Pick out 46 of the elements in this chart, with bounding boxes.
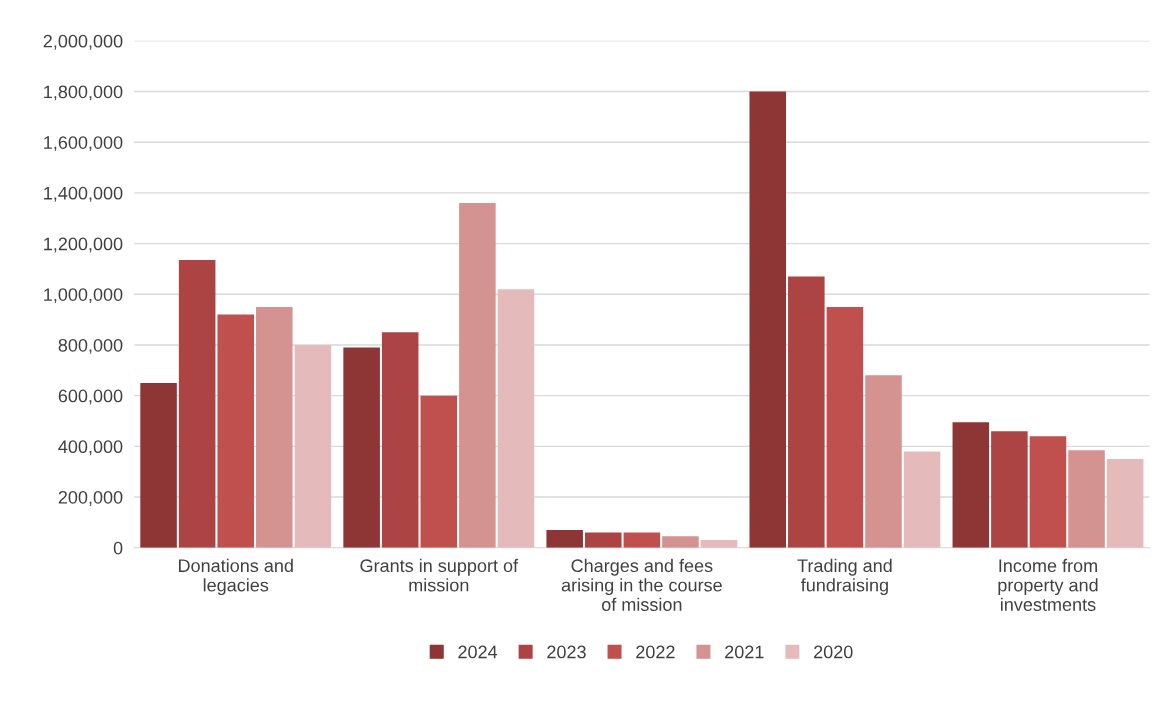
bar bbox=[662, 536, 699, 548]
legend-label: 2020 bbox=[814, 645, 853, 659]
bar bbox=[497, 289, 535, 548]
x-tick-label: Donations and legacies bbox=[179, 558, 293, 596]
y-tick-label: 1,600,000 bbox=[44, 136, 123, 152]
x-tick-label: Income from property and investments bbox=[998, 558, 1098, 611]
y-tick-label: 200,000 bbox=[58, 490, 123, 506]
bar bbox=[788, 276, 825, 548]
bar bbox=[546, 529, 583, 548]
y-tick-label: 2,000,000 bbox=[43, 34, 123, 50]
bar bbox=[1068, 450, 1105, 548]
y-tick-label: 1,200,000 bbox=[44, 237, 123, 253]
bar bbox=[584, 532, 622, 548]
bar bbox=[343, 347, 380, 548]
y-tick-label: 0 bbox=[113, 541, 123, 555]
bar bbox=[381, 332, 419, 548]
bar bbox=[1029, 436, 1067, 548]
bar bbox=[903, 451, 941, 548]
legend-label: 2022 bbox=[636, 645, 675, 659]
y-tick-label: 1,000,000 bbox=[44, 288, 123, 304]
bar bbox=[178, 260, 216, 548]
bar bbox=[865, 375, 902, 548]
y-tick-label: 800,000 bbox=[58, 338, 123, 354]
bar bbox=[623, 532, 661, 548]
y-tick-label: 1,400,000 bbox=[44, 186, 123, 202]
bar bbox=[749, 91, 787, 548]
y-tick-label: 1,800,000 bbox=[44, 85, 123, 101]
bar bbox=[700, 540, 738, 548]
bar bbox=[217, 314, 255, 548]
bar bbox=[420, 395, 458, 548]
legend-label: 2023 bbox=[547, 645, 586, 659]
bar bbox=[991, 431, 1028, 548]
legend-label: 2021 bbox=[725, 645, 764, 659]
x-tick-label: Charges and fees arising in the course of mission bbox=[561, 558, 722, 611]
bar bbox=[952, 422, 990, 548]
bar bbox=[256, 306, 293, 548]
x-tick-label: Trading and fundraising bbox=[797, 558, 892, 596]
bar bbox=[294, 344, 332, 548]
y-tick-label: 400,000 bbox=[58, 440, 123, 456]
y-tick-label: 600,000 bbox=[58, 389, 123, 405]
bar bbox=[459, 203, 496, 548]
bar bbox=[140, 382, 177, 548]
x-tick-label: Grants in support of mission bbox=[360, 558, 519, 592]
bar bbox=[826, 306, 864, 548]
legend-label: 2024 bbox=[458, 645, 498, 659]
bar bbox=[1106, 459, 1144, 548]
